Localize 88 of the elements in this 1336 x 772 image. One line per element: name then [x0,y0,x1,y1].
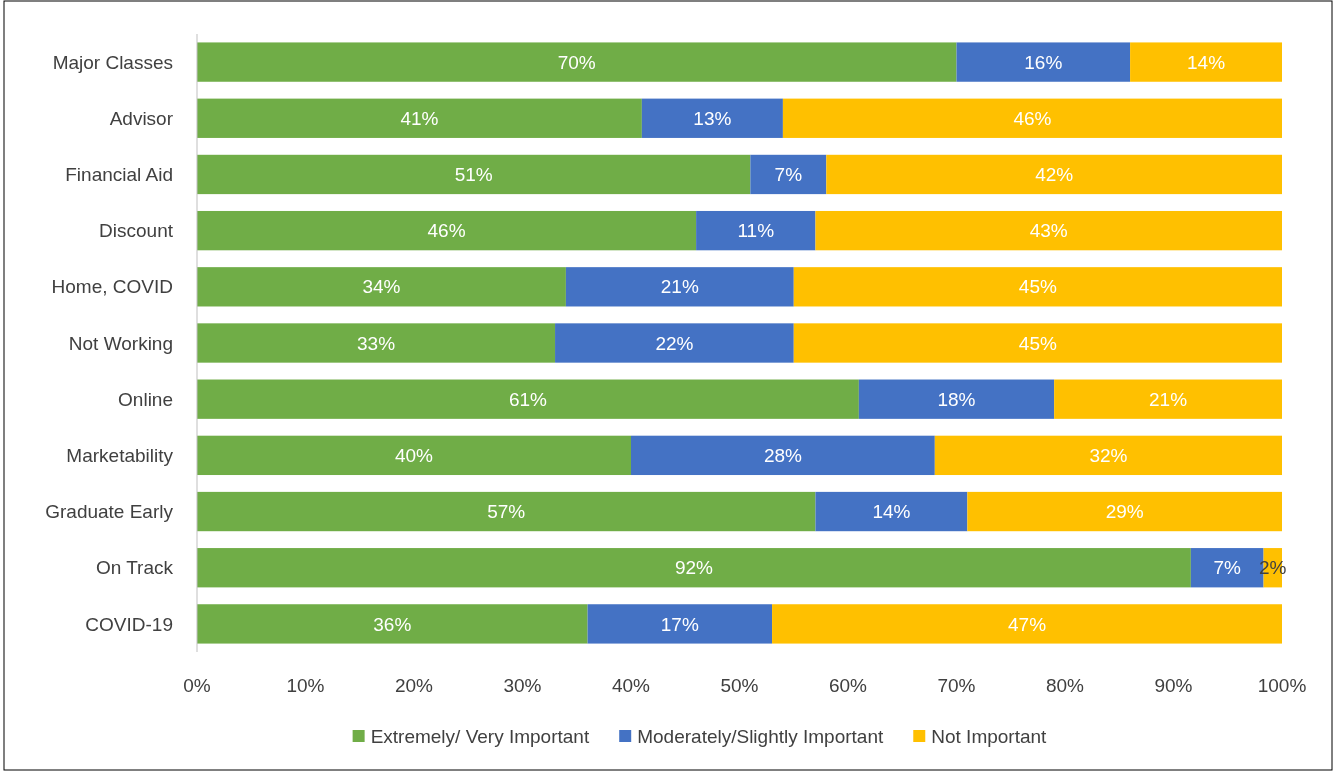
legend-label: Moderately/Slightly Important [637,725,884,747]
x-tick-label: 10% [286,675,325,696]
bar [197,491,816,532]
bar [815,210,1282,251]
bar [197,548,1191,588]
data-label: 22% [655,332,694,354]
data-label: 34% [362,276,401,298]
bar [197,604,588,644]
bar [793,323,1282,363]
y-tick-label: Advisor [109,107,174,129]
data-label: 7% [1213,557,1242,579]
bar [197,323,556,363]
y-tick-label: Major Classes [52,51,173,73]
bar [956,42,1131,82]
bar [934,435,1282,476]
bar [565,267,794,307]
data-label: 43% [1029,220,1068,242]
data-label: 21% [1149,388,1188,410]
bar [631,435,935,476]
bar [197,98,642,138]
data-label: 33% [357,332,396,354]
data-label: 17% [660,613,699,635]
data-label: 32% [1089,445,1128,467]
y-tick-label: Online [118,388,173,410]
data-label: 42% [1035,164,1074,186]
data-label: 16% [1024,51,1063,73]
data-label: 7% [774,164,803,186]
x-tick-label: 50% [720,675,759,696]
y-tick-label: Home, COVID [51,276,173,298]
data-label: 36% [373,613,412,635]
data-label: 47% [1008,613,1047,635]
x-tick-label: 90% [1154,675,1193,696]
data-label: 57% [487,501,526,523]
data-label: 70% [557,51,596,73]
legend-label: Not Important [931,725,1048,747]
y-tick-label: Financial Aid [65,164,173,186]
data-label: 46% [1013,107,1052,129]
x-tick-label: 80% [1045,675,1085,696]
bar [197,42,957,82]
data-label: 46% [427,220,466,242]
y-tick-label: COVID-19 [85,613,173,635]
bar [1130,42,1282,82]
x-tick-label: 70% [937,675,976,696]
bar [197,379,859,419]
data-label: 13% [693,107,732,129]
data-label: 14% [1187,51,1226,73]
x-tick-label: 0% [183,675,211,696]
data-label: 40% [394,445,434,467]
data-label: 18% [937,388,976,410]
bar [826,154,1282,195]
data-label: 11% [737,220,775,242]
data-label: 45% [1018,276,1057,298]
data-label: 92% [674,557,714,579]
bar [750,154,827,195]
data-label: 21% [660,276,699,298]
bar [197,267,566,307]
data-label: 51% [454,164,493,186]
bar [858,379,1055,419]
data-label: 45% [1018,332,1057,354]
y-tick-label: Marketability [66,445,174,467]
bar [967,491,1282,532]
y-tick-label: Graduate Early [45,501,174,523]
x-tick-label: 60% [828,675,868,696]
bar [197,435,631,476]
data-label: 61% [508,388,548,410]
y-tick-label: Discount [99,220,174,242]
bar [197,210,697,251]
bar [696,210,816,251]
legend-label: Extremely/ Very Important [370,725,590,747]
bar [555,323,794,363]
data-label: 14% [872,501,911,523]
bar [587,604,773,644]
y-tick-label: Not Working [68,332,173,354]
bar [772,604,1282,644]
data-label: 29% [1105,501,1144,523]
y-tick-label: On Track [95,557,174,579]
x-tick-label: 30% [503,675,542,696]
bar [641,98,783,138]
bar [197,154,751,195]
bar [815,491,968,532]
data-label: 28% [763,445,803,467]
data-label: 41% [400,107,439,129]
x-tick-label: 100% [1257,675,1307,696]
x-tick-label: 40% [611,675,651,696]
x-tick-label: 20% [394,675,434,696]
bar [1054,379,1282,419]
bar [793,267,1282,307]
bar [782,98,1282,138]
